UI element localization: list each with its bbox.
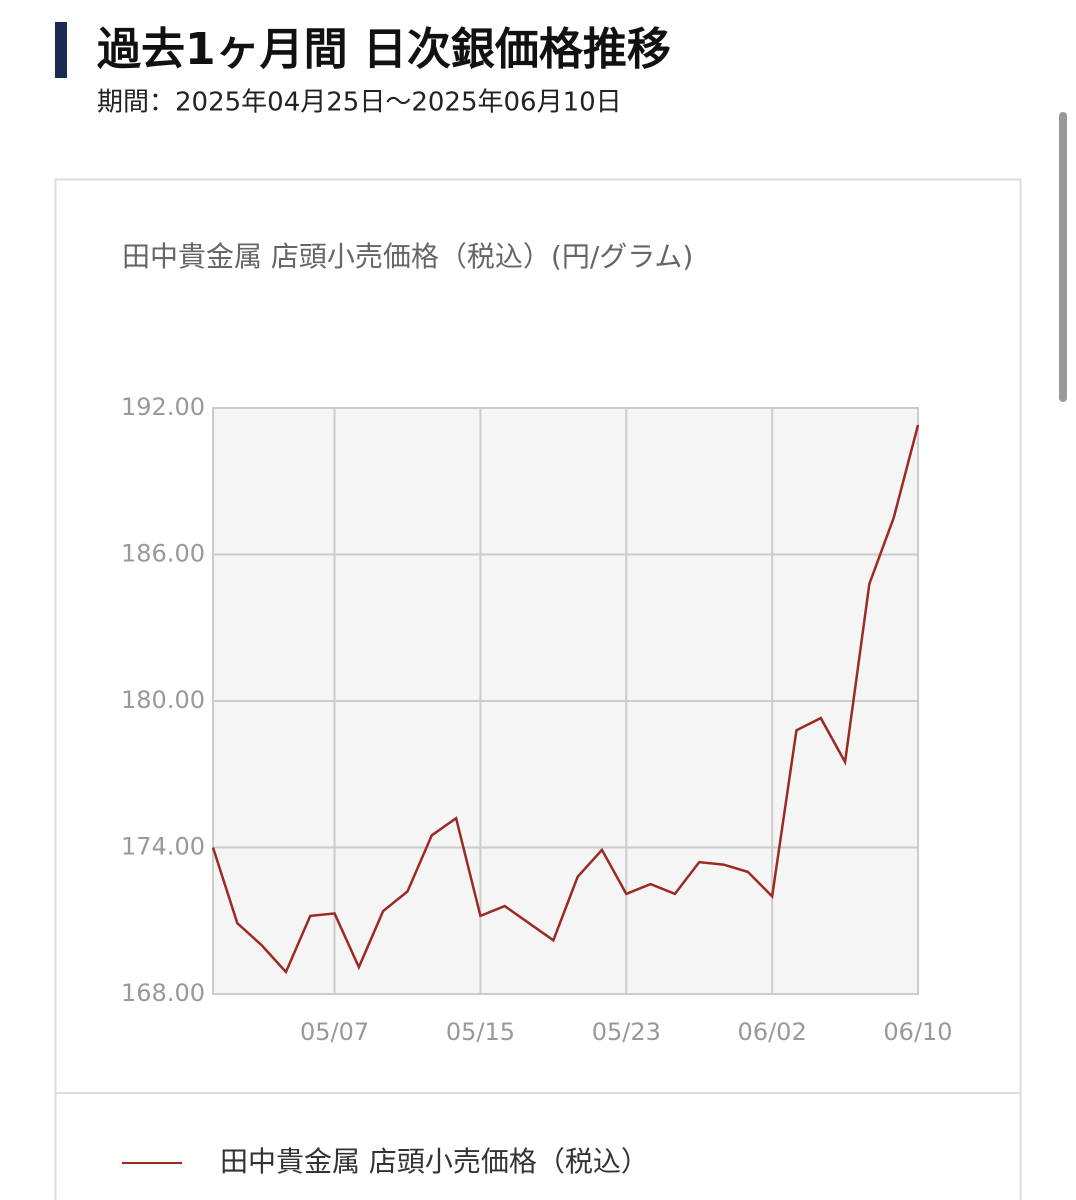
plot: 168.00 174.00 180.00 186.00 192.00 05/07 05/15… [121,393,953,1046]
x-tick-label: 06/02 [738,1018,807,1046]
y-tick-label: 174.00 [121,833,205,861]
chart-title: 田中貴金属 店頭小売価格（税込）(円/グラム) [122,240,693,273]
scrollbar [1059,112,1067,402]
title-accent [55,22,67,78]
plot-border [212,407,919,995]
x-tick-label: 05/15 [446,1018,515,1046]
y-tick-label: 180.00 [121,686,205,714]
x-tick-label: 05/23 [592,1018,661,1046]
y-tick-label: 186.00 [121,540,205,568]
legend-label: 田中貴金属 店頭小売価格（税込） [220,1145,649,1178]
page-title: 過去1ヶ月間 日次銀価格推移 [97,24,671,75]
x-tick-label: 05/07 [300,1018,369,1046]
period: 期間：2025年04月25日〜2025年06月10日 [97,88,622,118]
line-series [211,424,920,975]
x-tick-label: 06/10 [883,1018,952,1046]
y-tick-label: 168.00 [121,979,205,1007]
y-tick-label: 192.00 [121,393,205,421]
